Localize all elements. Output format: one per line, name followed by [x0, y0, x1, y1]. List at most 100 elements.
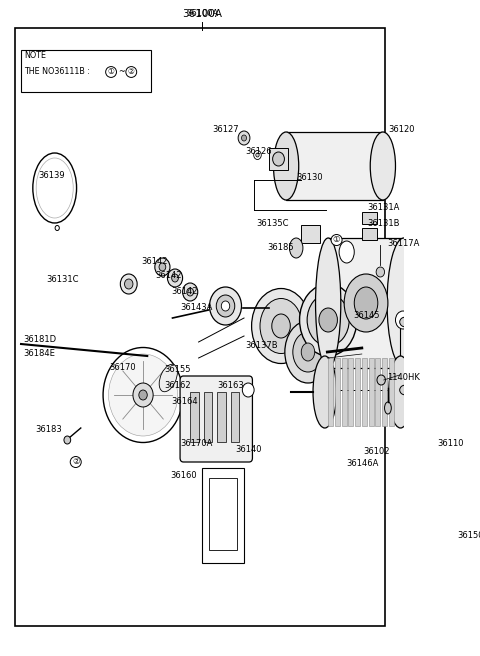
- Ellipse shape: [120, 274, 137, 294]
- Ellipse shape: [313, 356, 336, 428]
- Text: THE NO36111B :: THE NO36111B :: [24, 68, 93, 77]
- Bar: [446, 406, 480, 526]
- Ellipse shape: [285, 321, 331, 383]
- Ellipse shape: [172, 274, 179, 282]
- Ellipse shape: [168, 269, 182, 287]
- Ellipse shape: [377, 375, 385, 385]
- Text: 36181D: 36181D: [24, 335, 57, 344]
- Ellipse shape: [301, 343, 315, 361]
- Text: 36184E: 36184E: [24, 350, 55, 358]
- Text: 36110: 36110: [438, 440, 464, 449]
- Text: ①: ①: [333, 236, 340, 245]
- Text: 36142: 36142: [172, 287, 198, 295]
- Bar: [400, 322, 411, 390]
- Ellipse shape: [216, 295, 235, 317]
- Text: 36135C: 36135C: [256, 220, 288, 228]
- Ellipse shape: [289, 238, 303, 258]
- Bar: [230, 392, 239, 442]
- Ellipse shape: [124, 279, 133, 289]
- Bar: [204, 392, 212, 442]
- Text: 36185: 36185: [267, 243, 294, 253]
- Text: 36100A: 36100A: [182, 9, 222, 19]
- Ellipse shape: [293, 332, 323, 372]
- Ellipse shape: [344, 274, 388, 332]
- Text: 36146A: 36146A: [347, 459, 379, 468]
- Ellipse shape: [387, 238, 421, 368]
- Text: 36127: 36127: [212, 125, 239, 134]
- Bar: [21, 50, 152, 92]
- Text: 36142: 36142: [156, 272, 182, 281]
- Bar: [301, 225, 320, 243]
- Text: 36170: 36170: [109, 363, 136, 373]
- Ellipse shape: [241, 135, 247, 141]
- Text: 36143A: 36143A: [180, 302, 213, 312]
- Bar: [375, 358, 380, 426]
- Text: 36183: 36183: [36, 426, 62, 434]
- Ellipse shape: [319, 308, 337, 332]
- Text: 36130: 36130: [296, 173, 323, 182]
- Bar: [202, 468, 244, 563]
- Ellipse shape: [354, 287, 378, 319]
- Bar: [190, 392, 199, 442]
- Ellipse shape: [389, 356, 412, 428]
- Text: 36120: 36120: [389, 125, 415, 134]
- Ellipse shape: [242, 383, 254, 397]
- Text: 36131C: 36131C: [46, 276, 79, 285]
- Ellipse shape: [254, 150, 261, 159]
- Text: 36162: 36162: [164, 382, 191, 390]
- Ellipse shape: [260, 298, 302, 354]
- Text: ①: ①: [108, 68, 115, 77]
- Ellipse shape: [252, 289, 311, 363]
- Ellipse shape: [370, 132, 396, 200]
- Text: 36131A: 36131A: [367, 203, 399, 213]
- Ellipse shape: [274, 132, 299, 200]
- Ellipse shape: [159, 263, 166, 271]
- Text: ②: ②: [128, 68, 135, 77]
- Text: 36126: 36126: [246, 148, 272, 157]
- Text: 36145: 36145: [353, 312, 380, 321]
- Ellipse shape: [432, 406, 460, 526]
- Ellipse shape: [400, 385, 411, 395]
- Bar: [328, 238, 404, 368]
- Bar: [362, 228, 377, 240]
- Ellipse shape: [187, 288, 193, 296]
- Ellipse shape: [182, 283, 198, 301]
- Bar: [362, 212, 377, 224]
- Ellipse shape: [475, 441, 480, 503]
- Text: ~: ~: [118, 68, 124, 77]
- Ellipse shape: [33, 153, 77, 223]
- Ellipse shape: [273, 152, 285, 166]
- Text: 36163: 36163: [217, 382, 244, 390]
- Ellipse shape: [36, 158, 73, 218]
- Text: 36160: 36160: [170, 472, 197, 480]
- Text: 36131B: 36131B: [367, 220, 399, 228]
- Ellipse shape: [221, 301, 230, 311]
- Bar: [362, 358, 367, 426]
- Bar: [389, 358, 394, 426]
- Bar: [286, 132, 383, 200]
- Text: ②: ②: [72, 457, 80, 466]
- Text: NOTE: NOTE: [24, 52, 47, 60]
- Bar: [342, 358, 347, 426]
- Ellipse shape: [300, 284, 357, 356]
- Ellipse shape: [396, 311, 410, 329]
- Ellipse shape: [55, 226, 60, 230]
- Ellipse shape: [272, 314, 290, 338]
- Ellipse shape: [307, 294, 349, 346]
- Ellipse shape: [384, 402, 391, 414]
- Bar: [217, 392, 226, 442]
- Ellipse shape: [376, 267, 384, 277]
- Bar: [209, 478, 237, 550]
- Ellipse shape: [315, 238, 341, 368]
- FancyBboxPatch shape: [180, 376, 252, 462]
- Ellipse shape: [339, 241, 354, 263]
- Text: 36139: 36139: [39, 171, 65, 180]
- Ellipse shape: [159, 364, 178, 392]
- Bar: [335, 358, 340, 426]
- Ellipse shape: [108, 354, 178, 436]
- Text: 36170A: 36170A: [180, 440, 213, 449]
- Text: 36140: 36140: [236, 445, 262, 455]
- Text: 36137B: 36137B: [246, 342, 278, 350]
- Text: 36100A: 36100A: [186, 9, 218, 18]
- Bar: [355, 358, 360, 426]
